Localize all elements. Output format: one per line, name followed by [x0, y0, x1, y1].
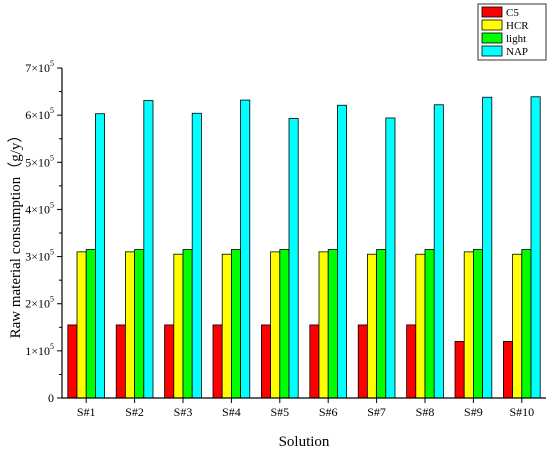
bar-light-10 — [521, 249, 532, 399]
bar-light-7 — [376, 249, 387, 399]
y-tick-label: 6×105 — [25, 106, 54, 122]
bar-c5-5 — [260, 324, 271, 399]
bar-nap-8 — [433, 104, 444, 399]
bar-nap-3 — [191, 112, 202, 399]
x-tick-label: S#7 — [367, 405, 386, 419]
bar-hcr-10 — [512, 253, 523, 399]
bar-light-6 — [327, 249, 338, 399]
bar-light-3 — [182, 249, 193, 399]
y-tick-label: 7×105 — [25, 59, 54, 75]
legend-swatch-c5 — [481, 6, 503, 18]
legend-swatch-light — [481, 32, 503, 44]
bar-c5-4 — [212, 324, 223, 399]
x-tick-label: S#9 — [464, 405, 483, 419]
y-tick-label: 5×105 — [25, 153, 54, 169]
bar-hcr-3 — [173, 253, 184, 399]
x-tick-label: S#10 — [509, 405, 534, 419]
bar-c5-1 — [67, 324, 78, 399]
y-tick-label: 3×105 — [25, 248, 54, 264]
bar-nap-6 — [336, 104, 347, 399]
bar-light-5 — [279, 249, 290, 399]
legend-label-nap: NAP — [506, 46, 528, 58]
bar-light-1 — [85, 249, 96, 399]
bar-nap-5 — [288, 118, 299, 399]
legend-label-light: light — [506, 33, 526, 45]
bar-c5-3 — [164, 324, 175, 399]
x-tick-label: S#5 — [270, 405, 289, 419]
y-tick-label: 2×105 — [25, 295, 54, 311]
bar-nap-1 — [95, 113, 106, 399]
legend-swatch-nap — [481, 45, 503, 57]
bar-hcr-6 — [318, 251, 329, 399]
bar-hcr-7 — [366, 253, 377, 399]
legend-label-c5: C5 — [506, 7, 519, 19]
bar-hcr-9 — [463, 251, 474, 399]
x-tick-label: S#6 — [319, 405, 338, 419]
bar-light-8 — [424, 249, 435, 399]
bar-nap-9 — [482, 96, 493, 399]
x-tick-label: S#4 — [222, 405, 241, 419]
y-tick-label: 0 — [48, 391, 54, 405]
x-tick-label: S#8 — [416, 405, 435, 419]
bar-c5-7 — [357, 324, 368, 399]
legend-label-hcr: HCR — [506, 20, 529, 32]
bar-nap-7 — [385, 117, 396, 399]
x-tick-label: S#1 — [77, 405, 96, 419]
bar-light-4 — [230, 249, 241, 399]
bar-nap-4 — [240, 99, 251, 399]
bar-light-2 — [134, 249, 145, 399]
x-axis-title: Solution — [279, 434, 330, 450]
bar-hcr-1 — [76, 251, 87, 399]
bar-hcr-5 — [270, 251, 281, 399]
bar-c5-6 — [309, 324, 320, 399]
bar-hcr-2 — [125, 251, 136, 399]
bar-hcr-4 — [221, 253, 232, 399]
bar-c5-9 — [454, 341, 465, 399]
x-tick-label: S#3 — [174, 405, 193, 419]
y-tick-label: 4×105 — [25, 200, 54, 216]
bar-hcr-8 — [415, 253, 426, 399]
bar-c5-10 — [502, 341, 513, 399]
y-axis-title: Raw material consumption（g/y） — [7, 128, 24, 339]
bar-light-9 — [472, 249, 483, 399]
bar-nap-2 — [143, 100, 154, 399]
bars-group — [67, 96, 541, 399]
x-tick-label: S#2 — [125, 405, 144, 419]
bar-c5-8 — [406, 324, 417, 399]
legend-swatch-hcr — [481, 19, 503, 31]
bar-nap-10 — [530, 96, 541, 399]
axes-group: 0 1×105 2×105 3×105 4×105 5×105 6×105 7×105 S#1 S… — [25, 59, 546, 419]
y-tick-label: 1×105 — [25, 342, 54, 358]
bar-c5-2 — [115, 324, 126, 399]
